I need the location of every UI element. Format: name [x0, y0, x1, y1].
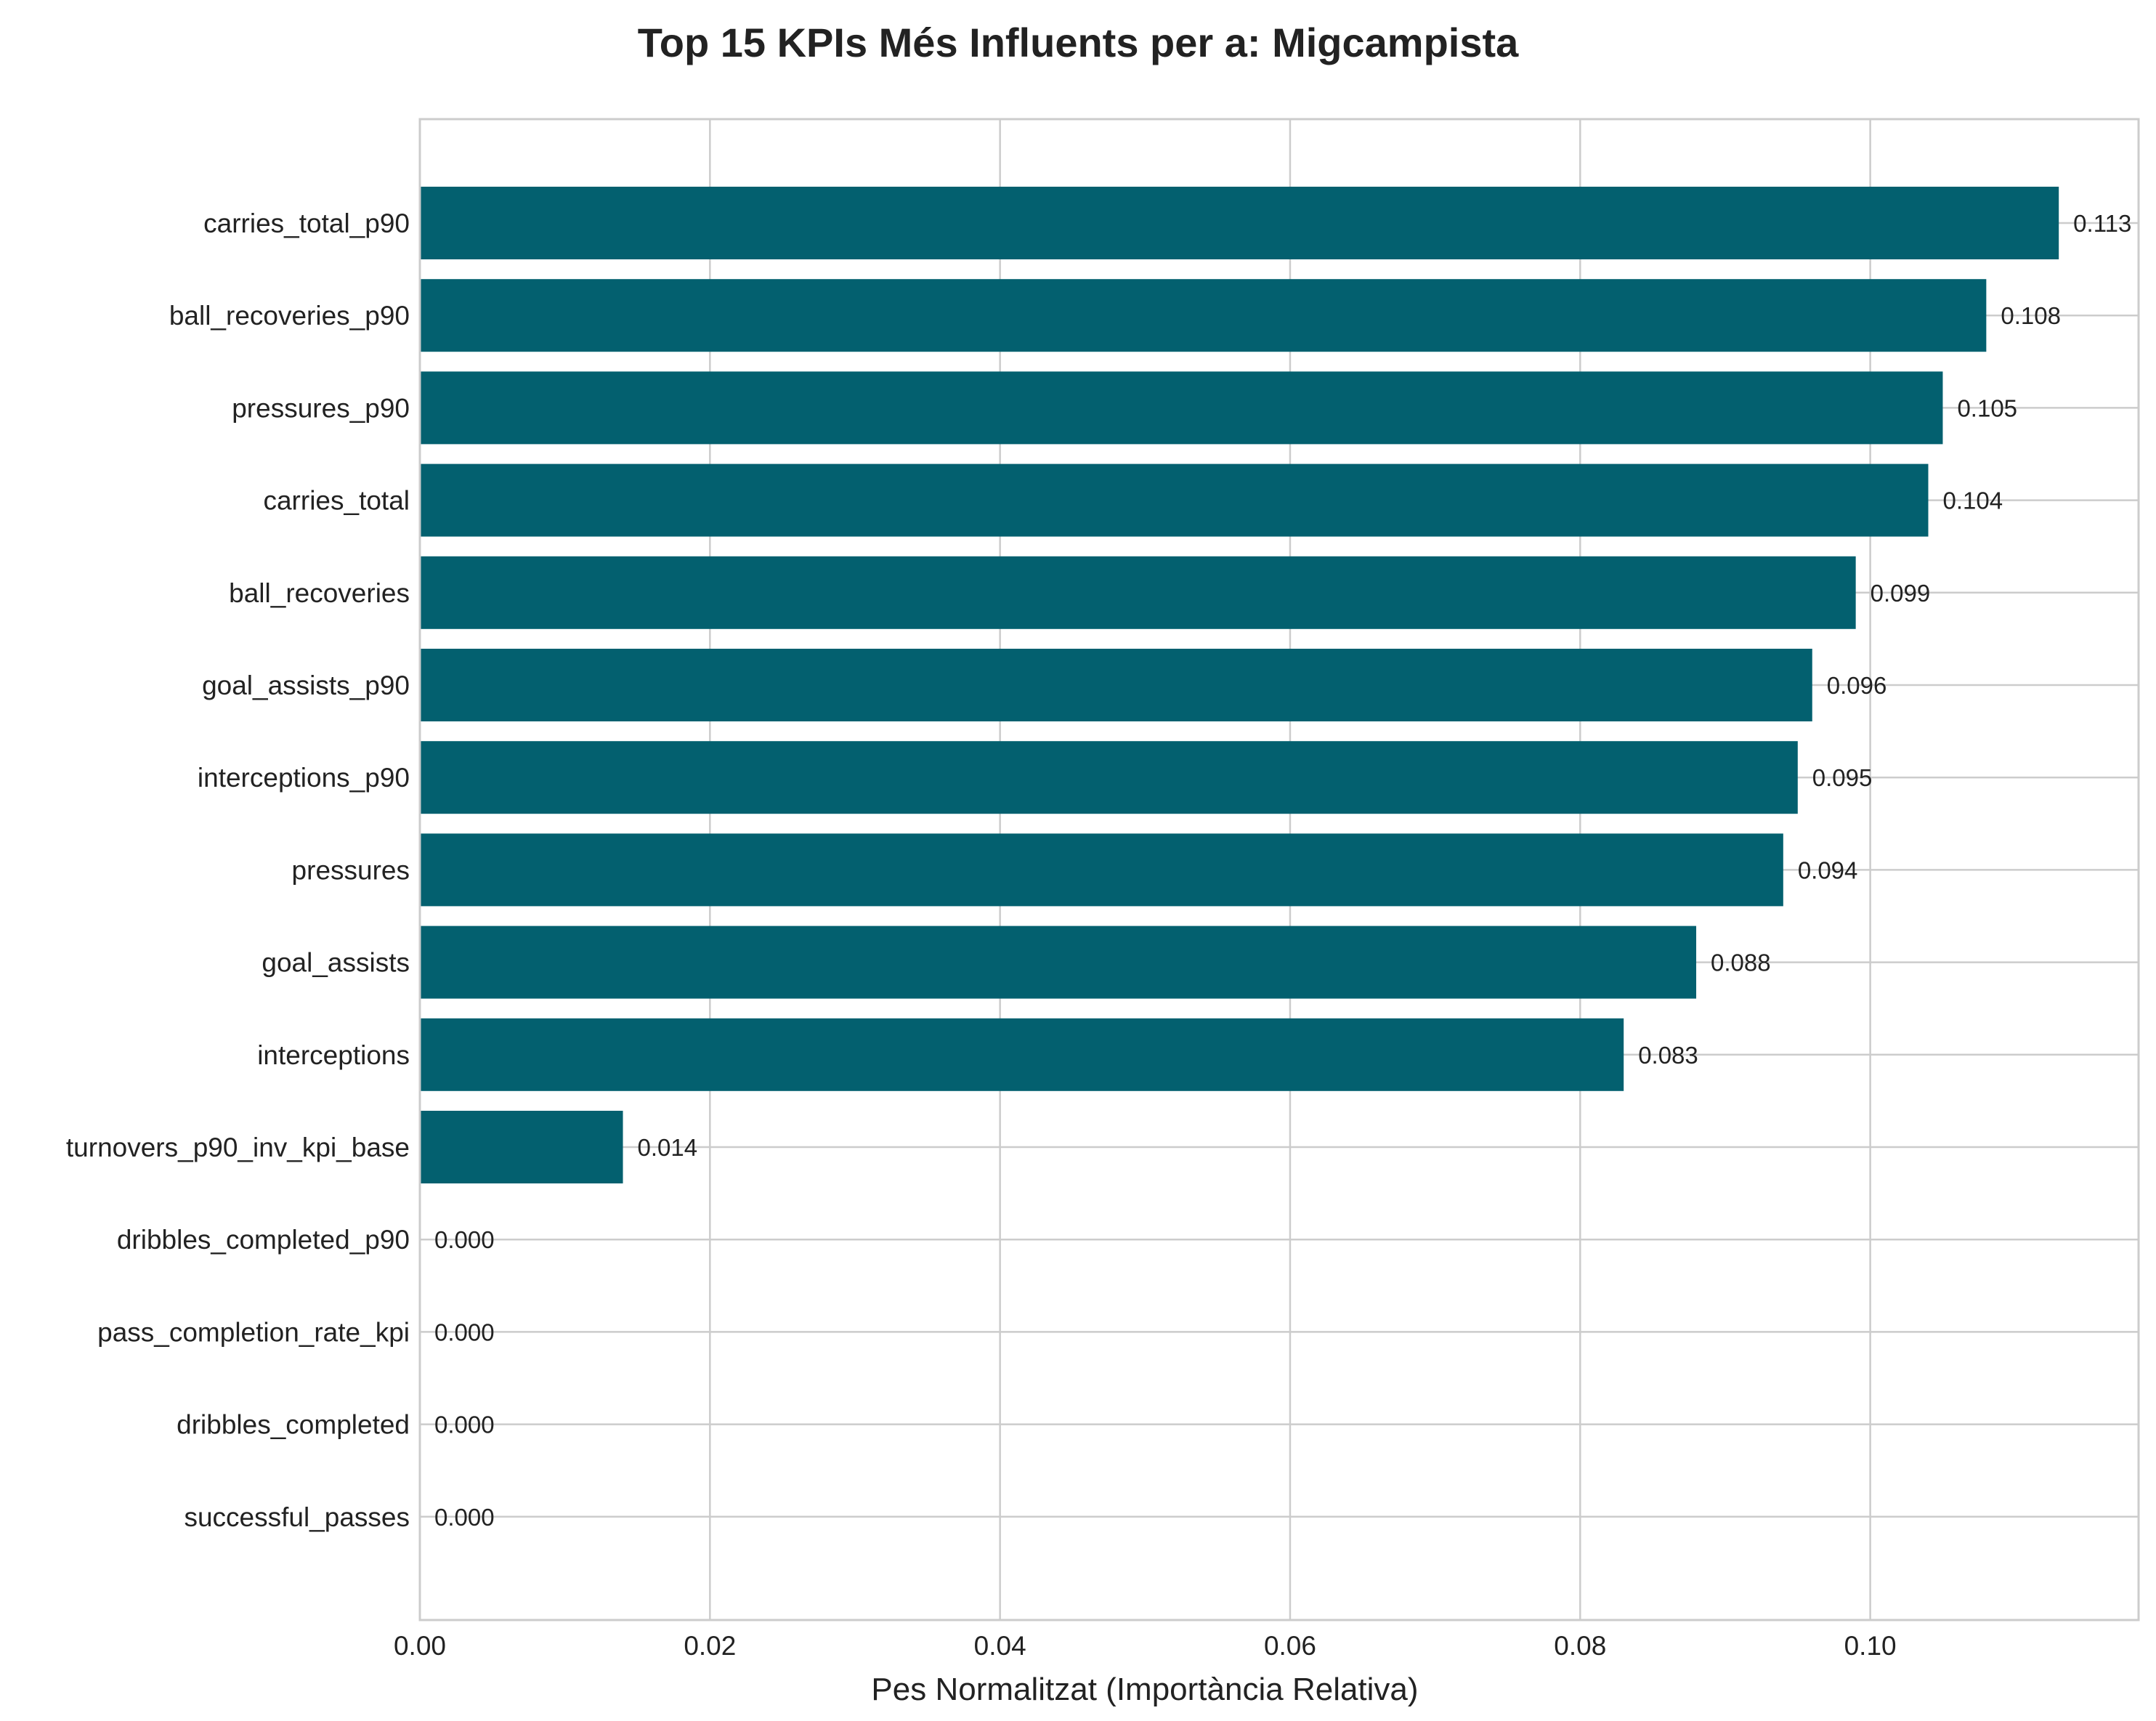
y-tick-label: interceptions_p90 — [198, 763, 410, 793]
y-tick-label: goal_assists_p90 — [202, 671, 410, 700]
y-tick-label: ball_recoveries_p90 — [169, 301, 410, 331]
bar — [420, 1111, 623, 1183]
y-tick-label: turnovers_p90_inv_kpi_base — [66, 1133, 410, 1162]
bar — [420, 833, 1783, 907]
y-tick-label: ball_recoveries — [229, 578, 410, 608]
x-tick-label: 0.10 — [1844, 1631, 1897, 1661]
data-label: 0.108 — [2001, 302, 2061, 329]
data-label: 0.000 — [434, 1319, 495, 1345]
bar — [420, 649, 1812, 721]
x-tick-label: 0.02 — [684, 1631, 736, 1661]
bar — [420, 741, 1798, 814]
y-tick-label: interceptions — [257, 1040, 410, 1070]
x-tick-label: 0.04 — [974, 1631, 1026, 1661]
y-tick-label: pressures_p90 — [232, 393, 410, 423]
data-label: 0.094 — [1798, 857, 1858, 883]
y-tick-label: goal_assists — [262, 948, 410, 978]
bar — [420, 371, 1943, 445]
y-tick-label: dribbles_completed — [177, 1410, 410, 1440]
y-tick-label: pass_completion_rate_kpi — [97, 1317, 410, 1347]
bar — [420, 556, 1856, 629]
x-tick-label: 0.06 — [1264, 1631, 1316, 1661]
bars — [420, 187, 2059, 1183]
plot-frame — [418, 118, 2140, 1621]
data-label: 0.088 — [1711, 949, 1771, 976]
y-tick-label: dribbles_completed_p90 — [117, 1225, 410, 1255]
data-label: 0.113 — [2073, 210, 2131, 237]
bar — [420, 1018, 1624, 1091]
y-tick-labels: carries_total_p90 ball_recoveries_p90pres… — [66, 208, 410, 1532]
x-tick-labels: 0.00 0.02 0.04 0.06 0.08 0.10 — [394, 1631, 1897, 1661]
data-label: 0.000 — [434, 1226, 495, 1253]
bar — [420, 463, 1929, 537]
data-label: 0.104 — [1942, 487, 2003, 514]
data-label: 0.105 — [1957, 394, 2017, 421]
y-tick-label: carries_total_p90 — [203, 208, 410, 238]
x-axis-label: Pes Normalitzat (Importància Relativa) — [871, 1672, 1418, 1707]
y-tick-label: successful_passes — [184, 1502, 410, 1532]
bar — [420, 279, 1987, 352]
data-label: 0.000 — [434, 1504, 495, 1531]
chart-title: Top 15 KPIs Més Influents per a: Migcamp… — [638, 20, 1519, 65]
data-label: 0.000 — [434, 1412, 495, 1438]
bar — [420, 926, 1697, 999]
bar — [420, 187, 2059, 259]
x-tick-label: 0.00 — [394, 1631, 446, 1661]
data-label: 0.095 — [1812, 764, 1873, 791]
y-tick-label: pressures — [292, 855, 410, 885]
data-label: 0.014 — [638, 1134, 698, 1161]
data-label: 0.096 — [1827, 672, 1887, 699]
data-labels: 0.113 0.108 0.105 0.104 0.099 0.096 0.095 0.094… — [434, 210, 2131, 1531]
x-tick-label: 0.08 — [1554, 1631, 1606, 1661]
data-label: 0.083 — [1638, 1042, 1698, 1069]
data-label: 0.099 — [1871, 580, 1931, 607]
y-tick-label: carries_total — [263, 486, 410, 516]
